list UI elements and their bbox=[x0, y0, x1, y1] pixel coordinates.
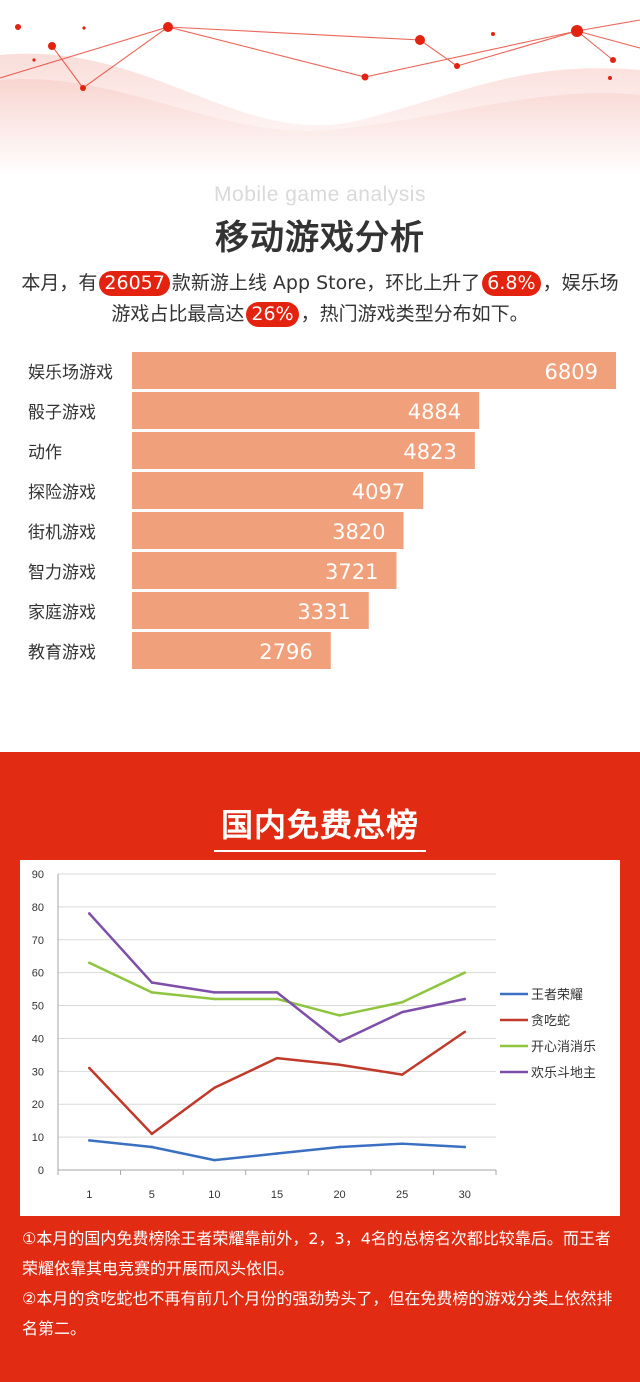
series-line-2 bbox=[88, 1030, 466, 1136]
section-title-underline bbox=[214, 850, 426, 852]
data-point bbox=[87, 1066, 91, 1070]
page-title: 移动游戏分析 bbox=[215, 218, 425, 258]
data-point bbox=[338, 1063, 341, 1067]
y-tick-label: 0 bbox=[38, 1165, 44, 1177]
y-tick-label: 30 bbox=[32, 1066, 44, 1078]
y-tick-label: 40 bbox=[32, 1033, 44, 1045]
bar bbox=[132, 392, 480, 429]
series-line-1 bbox=[89, 1139, 465, 1162]
x-tick-label: 10 bbox=[208, 1189, 220, 1201]
data-point bbox=[463, 997, 467, 1001]
section-title: 国内免费总榜 bbox=[220, 806, 419, 844]
intro-text: 款新游上线 App Store，环比上升了 bbox=[171, 272, 481, 294]
data-point bbox=[213, 991, 216, 994]
legend-label: 欢乐斗地主 bbox=[531, 1066, 596, 1081]
data-point bbox=[400, 1073, 404, 1076]
bar bbox=[132, 552, 397, 589]
legend-label: 王者荣耀 bbox=[531, 988, 583, 1003]
growth-rate-badge: 6.8% bbox=[482, 271, 541, 296]
data-point bbox=[338, 1040, 341, 1044]
series-line-3 bbox=[88, 961, 466, 1017]
bar-category-label: 动作 bbox=[28, 443, 62, 463]
ranking-line-chart: 0 10 20 30 40 50 60 70 80 90 1 5 10 15 20 25 30 王者荣耀 贪吃蛇 开心… bbox=[20, 860, 620, 1216]
y-tick-label: 10 bbox=[32, 1132, 44, 1144]
bar-value-label: 4823 bbox=[403, 440, 456, 464]
bar-value-label: 3331 bbox=[297, 600, 350, 624]
data-point bbox=[275, 991, 279, 994]
data-point bbox=[150, 1132, 154, 1136]
bar-value-label: 3721 bbox=[325, 560, 378, 584]
data-point bbox=[463, 1030, 467, 1034]
bar-value-label: 4097 bbox=[352, 480, 405, 504]
bar-category-label: 骰子游戏 bbox=[28, 403, 96, 423]
free-ranking-section: 国内免费总榜 0 10 20 30 40 50 60 70 80 90 1 5 10 15 20 25 30 王者… bbox=[0, 752, 640, 1382]
series-line-4 bbox=[88, 912, 465, 1043]
note-1: ①本月的国内免费榜除王者荣耀靠前外，2，3，4名的总榜名次都比较靠后。而王者荣耀… bbox=[22, 1229, 611, 1278]
bar-value-label: 2796 bbox=[259, 640, 312, 664]
bar bbox=[132, 512, 404, 549]
x-tick-label: 20 bbox=[333, 1189, 345, 1201]
x-tick-label: 30 bbox=[459, 1189, 471, 1201]
genre-bar-chart-svg: 娱乐场游戏 6809 骰子游戏 4884 动作 4823 探险游戏 4097 街机游戏 3820 智… bbox=[28, 352, 616, 669]
data-point bbox=[150, 991, 154, 994]
data-point bbox=[338, 1014, 341, 1017]
bar bbox=[132, 632, 331, 669]
intro-text: 本月，有 bbox=[21, 272, 98, 294]
genre-distribution-chart: 娱乐场游戏 6809 骰子游戏 4884 动作 4823 探险游戏 4097 街机游戏 3820 智… bbox=[0, 350, 640, 680]
bar-category-label: 探险游戏 bbox=[28, 483, 96, 503]
bar bbox=[132, 592, 369, 629]
data-point bbox=[87, 961, 91, 965]
analysis-notes: ①本月的国内免费榜除王者荣耀靠前外，2，3，4名的总榜名次都比较靠后。而王者荣耀… bbox=[22, 1224, 622, 1344]
data-point bbox=[338, 1145, 341, 1149]
casino-share-badge: 26% bbox=[246, 302, 299, 327]
x-tick-label: 25 bbox=[396, 1189, 408, 1201]
y-tick-label: 60 bbox=[32, 968, 44, 980]
y-tick-label: 90 bbox=[32, 869, 44, 881]
data-point bbox=[150, 1145, 154, 1149]
header-decoration bbox=[0, 0, 640, 175]
bar-category-label: 智力游戏 bbox=[28, 563, 96, 583]
x-tick-label: 15 bbox=[271, 1189, 283, 1201]
x-tick-label: 5 bbox=[149, 1189, 155, 1201]
bar-category-label: 教育游戏 bbox=[28, 643, 96, 663]
bar-category-label: 家庭游戏 bbox=[28, 603, 96, 623]
data-point bbox=[213, 997, 216, 1001]
bar-category-label: 街机游戏 bbox=[28, 523, 96, 543]
data-point bbox=[275, 997, 279, 1001]
data-point bbox=[463, 971, 467, 974]
legend-label: 开心消消乐 bbox=[531, 1040, 596, 1055]
data-point bbox=[275, 1056, 279, 1060]
data-point bbox=[400, 1000, 404, 1004]
x-tick-label: 1 bbox=[86, 1189, 92, 1201]
bar-value-label: 6809 bbox=[545, 360, 598, 384]
data-point bbox=[463, 1145, 467, 1149]
data-point bbox=[275, 1152, 279, 1155]
y-tick-label: 80 bbox=[32, 902, 44, 914]
intro-text: ，热门游戏类型分布如下。 bbox=[300, 303, 529, 325]
page-subtitle-english: Mobile game analysis bbox=[214, 183, 426, 206]
y-tick-label: 20 bbox=[32, 1099, 44, 1111]
y-tick-label: 50 bbox=[32, 1001, 44, 1013]
bar bbox=[132, 352, 616, 389]
data-point bbox=[400, 1010, 404, 1014]
y-tick-label: 70 bbox=[32, 935, 44, 947]
bar bbox=[132, 472, 424, 509]
bar bbox=[132, 432, 475, 469]
bar-value-label: 3820 bbox=[332, 520, 385, 544]
data-point bbox=[150, 981, 154, 984]
network-decoration-graphic bbox=[0, 19, 640, 175]
data-point bbox=[87, 1139, 91, 1142]
note-2: ②本月的贪吃蛇也不再有前几个月份的强劲势头了，但在免费榜的游戏分类上依然排名第二… bbox=[22, 1289, 613, 1338]
bar-value-label: 4884 bbox=[408, 400, 461, 424]
legend-label: 贪吃蛇 bbox=[531, 1013, 570, 1029]
intro-paragraph: 本月，有 26057 款新游上线 App Store，环比上升了 6.8% ，娱乐场游戏… bbox=[18, 268, 622, 330]
new-games-count-badge: 26057 bbox=[99, 271, 170, 296]
data-point bbox=[213, 1158, 216, 1162]
intro-text: ，娱乐场游戏占比最高达 bbox=[111, 272, 619, 325]
bar-category-label: 娱乐场游戏 bbox=[28, 363, 113, 383]
data-point bbox=[87, 912, 91, 915]
data-point bbox=[400, 1142, 404, 1145]
data-point bbox=[213, 1086, 216, 1090]
